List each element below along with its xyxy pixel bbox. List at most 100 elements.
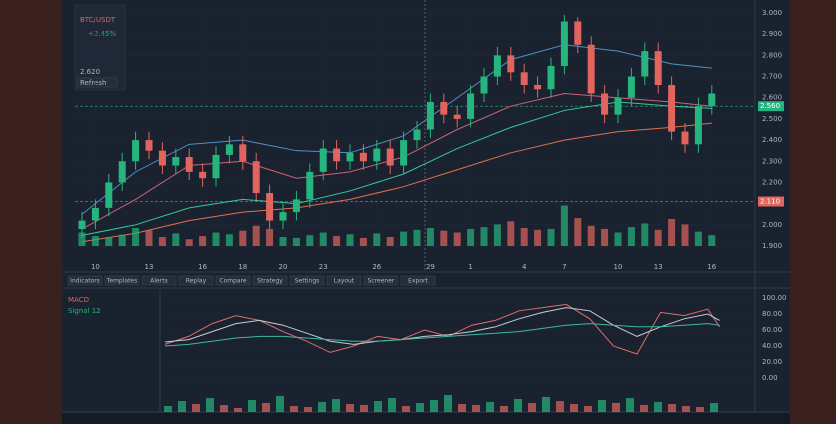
x-tick-label: 16 bbox=[198, 263, 207, 271]
volume-bar bbox=[276, 396, 284, 412]
y-tick-label: 0.00 bbox=[762, 374, 778, 382]
moving-average bbox=[81, 122, 712, 243]
volume-bar bbox=[413, 229, 421, 246]
monitor bbox=[62, 0, 790, 424]
candle-body bbox=[292, 199, 300, 213]
candle-body bbox=[185, 157, 193, 172]
toolbar-button[interactable] bbox=[104, 275, 140, 286]
volume-bar bbox=[346, 234, 354, 246]
y-tick-label: 20.00 bbox=[762, 358, 782, 366]
volume-bar bbox=[696, 407, 704, 412]
volume-bar bbox=[458, 404, 466, 412]
candle-body bbox=[118, 161, 126, 183]
volume-bar bbox=[440, 230, 448, 246]
volume-bar bbox=[172, 233, 180, 246]
volume-bar bbox=[332, 399, 340, 412]
toolbar-button[interactable] bbox=[363, 275, 399, 286]
volume-bar bbox=[158, 237, 166, 246]
toolbar-button[interactable] bbox=[326, 275, 362, 286]
volume-bar bbox=[654, 402, 662, 412]
volume-bar bbox=[318, 402, 326, 412]
y-tick-label: 80.00 bbox=[762, 310, 782, 318]
candle-body bbox=[708, 93, 716, 107]
volume-bar bbox=[220, 405, 228, 412]
x-tick-label: 13 bbox=[145, 263, 154, 271]
volume-bar bbox=[360, 405, 368, 412]
volume-bar bbox=[105, 237, 113, 246]
candle-body bbox=[520, 72, 528, 86]
y-tick-label: 3.000 bbox=[762, 9, 782, 17]
candle-body bbox=[614, 97, 622, 115]
candle-body bbox=[440, 101, 448, 115]
volume-bar bbox=[601, 228, 609, 246]
candle-body bbox=[172, 157, 180, 166]
volume-bar bbox=[346, 404, 354, 412]
candle-body bbox=[306, 171, 314, 200]
volume-bar bbox=[252, 225, 260, 246]
candle-body bbox=[373, 148, 381, 162]
x-tick-label: 20 bbox=[279, 263, 288, 271]
toolbar-label: Settings bbox=[295, 278, 320, 285]
candle-body bbox=[627, 76, 635, 98]
volume-bar bbox=[290, 406, 298, 412]
volume-bar bbox=[547, 228, 555, 246]
candle-body bbox=[400, 140, 408, 166]
toolbar-button[interactable] bbox=[289, 275, 325, 286]
toolbar-button[interactable] bbox=[178, 275, 214, 286]
volume-bar bbox=[388, 398, 396, 412]
y-tick-label: 100.00 bbox=[762, 294, 787, 302]
x-tick-label: 29 bbox=[426, 263, 435, 271]
candle-body bbox=[480, 76, 488, 94]
volume-bar bbox=[626, 398, 634, 412]
candle-body bbox=[547, 65, 555, 90]
volume-bar bbox=[319, 232, 327, 246]
toolbar-label: Screener bbox=[368, 278, 395, 285]
volume-bar bbox=[239, 230, 247, 246]
volume-bar bbox=[574, 218, 582, 246]
candle-body bbox=[574, 21, 582, 45]
candle-body bbox=[91, 207, 99, 221]
refresh-label: Refresh bbox=[80, 79, 106, 87]
oscillator-line bbox=[164, 323, 720, 347]
volume-bar bbox=[520, 228, 528, 246]
volume-bar bbox=[472, 405, 480, 412]
volume-bar bbox=[402, 406, 410, 412]
volume-bar bbox=[542, 397, 550, 412]
volume-bar bbox=[212, 232, 220, 246]
y-tick-label: 2.700 bbox=[762, 73, 782, 81]
candle-body bbox=[507, 55, 515, 73]
refresh-button[interactable] bbox=[76, 77, 118, 88]
candle-body bbox=[641, 51, 649, 77]
osc-label: Signal 12 bbox=[68, 307, 101, 315]
toolbar-label: Templates bbox=[106, 278, 138, 285]
volume-bar bbox=[225, 234, 233, 246]
volume-bar bbox=[279, 237, 287, 246]
candle-body bbox=[386, 148, 394, 166]
volume-bar bbox=[373, 233, 381, 246]
volume-bar bbox=[587, 225, 595, 246]
x-tick-label: 13 bbox=[654, 263, 663, 271]
volume-bar bbox=[681, 224, 689, 246]
y-tick-label: 2.900 bbox=[762, 30, 782, 38]
candle-body bbox=[426, 101, 434, 130]
candle-body bbox=[668, 85, 676, 132]
volume-bar bbox=[118, 234, 126, 246]
candle-body bbox=[601, 93, 609, 115]
toolbar-button[interactable] bbox=[67, 275, 103, 286]
candle-body bbox=[560, 21, 568, 66]
toolbar-button[interactable] bbox=[215, 275, 251, 286]
toolbar-button[interactable] bbox=[252, 275, 288, 286]
candle-body bbox=[359, 152, 367, 162]
y-tick-label: 1.900 bbox=[762, 242, 782, 250]
volume-bar bbox=[78, 232, 86, 246]
x-tick-label: 7 bbox=[562, 263, 566, 271]
volume-bar bbox=[641, 223, 649, 246]
volume-bar bbox=[668, 404, 676, 412]
candle-body bbox=[534, 85, 542, 90]
volume-bar bbox=[192, 404, 200, 412]
toolbar-button[interactable] bbox=[141, 275, 177, 286]
x-tick-label: 10 bbox=[91, 263, 100, 271]
candle-body bbox=[346, 152, 354, 162]
toolbar-button[interactable] bbox=[400, 275, 436, 286]
